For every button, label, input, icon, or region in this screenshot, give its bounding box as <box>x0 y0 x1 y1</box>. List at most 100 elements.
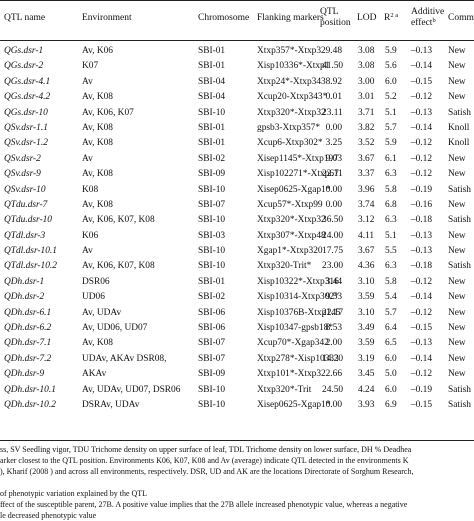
lod-cell: 3.10 <box>358 276 375 287</box>
chromosome-cell: SBI-10 <box>198 399 226 410</box>
table-row: QGs.dsr-2 K07 SBI-01 Xisp10336*-Xtxp1 41.50 3… <box>0 59 474 74</box>
additive-effect-cell: –0.12 <box>410 307 432 318</box>
flanking-markers-cell: Xisep0625-Xgap1* <box>257 399 331 410</box>
qtl-position-cell: 0.01 <box>325 92 342 103</box>
r2-cell: 5.7 <box>385 307 397 318</box>
environment-cell: DSRAv, UDAv <box>82 399 140 410</box>
header-qtl-name: QTL name <box>4 13 46 23</box>
chromosome-cell: SBI-02 <box>198 153 226 164</box>
r2-cell: 5.2 <box>385 92 397 103</box>
r2-cell: 6.9 <box>385 399 397 410</box>
r2-cell: 5.9 <box>385 46 397 56</box>
r2-cell: 5.8 <box>385 184 397 195</box>
lod-cell: 3.82 <box>358 122 375 133</box>
additive-effect-cell: –0.13 <box>410 46 432 56</box>
table-top-rule <box>0 0 474 1</box>
additive-effect-cell: –0.16 <box>410 199 432 210</box>
environment-cell: K07 <box>82 61 99 72</box>
comment-cell: Satish <box>448 107 471 118</box>
comment-cell: New <box>448 199 466 210</box>
additive-effect-cell: –0.15 <box>410 399 432 410</box>
environment-cell: Av <box>82 153 93 164</box>
environment-cell: Av, UDAv <box>82 307 122 318</box>
table-row: QTdu.dsr-7 Av, K08 SBI-07 Xcup57*-Xtxp99 0.0… <box>0 198 474 213</box>
qtl-position-cell: 23.00 <box>322 261 344 272</box>
chromosome-cell: SBI-01 <box>198 61 226 72</box>
footnote-line: le decreased phenotypic value <box>0 511 97 520</box>
flanking-markers-cell: Xisp10347-gpsb18* <box>257 323 334 334</box>
table-row: QSv.dsr-2 Av SBI-02 Xisep1145*-Xtxp197 9.03 3… <box>0 152 474 167</box>
additive-effect-cell: –0.19 <box>410 184 432 195</box>
flanking-markers-cell: Xcup57*-Xtxp99 <box>257 199 323 210</box>
header-qtl-position-line1: QTL <box>320 7 339 17</box>
flanking-markers-cell: Xisep1145*-Xtxp197 <box>257 153 338 164</box>
chromosome-cell: SBI-10 <box>198 384 226 395</box>
table-row: QTdl.dsr-10.1 Av SBI-10 Xgap1*-Xtxp320 17.75… <box>0 244 474 259</box>
qtl-position-cell: 2.00 <box>325 338 342 349</box>
comment-cell: New <box>448 153 466 164</box>
qtl-position-cell: 0.00 <box>325 184 342 195</box>
comment-cell: Satish <box>448 384 471 395</box>
table-row: QGs.dsr-10 Av, K06, K07 SBI-10 Xtxp320*-Xtx… <box>0 106 474 121</box>
qtl-position-cell: 0.00 <box>325 399 342 410</box>
table-row: QDh.dsr-10.1 Av, UDAv, UD07, DSR06 SBI-10 X… <box>0 383 474 398</box>
qtl-name-cell: QDh.dsr-10.1 <box>4 384 56 395</box>
table-header-rule <box>0 40 474 41</box>
chromosome-cell: SBI-10 <box>198 246 226 257</box>
chromosome-cell: SBI-01 <box>198 138 226 149</box>
additive-effect-cell: –0.13 <box>410 338 432 349</box>
qtl-name-cell: QTdu.dsr-7 <box>4 199 48 210</box>
header-environment: Environment <box>82 13 132 23</box>
qtl-position-cell: 0.00 <box>325 122 342 133</box>
qtl-position-cell: 24.50 <box>322 384 344 395</box>
footnote-line: ), Kharif (2008 ) and across all environ… <box>0 467 414 476</box>
header-comment: Comm <box>448 13 474 23</box>
lod-cell: 3.49 <box>358 323 375 334</box>
environment-cell: Av <box>82 76 93 87</box>
table-row: QSv.dsr-1.1 Av, K08 SBI-01 gpsb3-Xtxp357* 0.… <box>0 121 474 136</box>
comment-cell: Satish <box>448 184 471 195</box>
additive-effect-cell: –0.12 <box>410 369 432 380</box>
comment-cell: Satish <box>448 261 471 272</box>
qtl-name-cell: QGs.dsr-2 <box>4 61 44 72</box>
comment-cell: New <box>448 353 466 364</box>
comment-cell: New <box>448 323 466 334</box>
qtl-name-cell: QDh.dsr-2 <box>4 292 45 303</box>
qtl-name-cell: QTdl.dsr-10.1 <box>4 246 57 257</box>
qtl-position-cell: 8.92 <box>325 76 342 87</box>
additive-effect-cell: –0.14 <box>410 353 432 364</box>
environment-cell: Av, K06, K07, K08 <box>82 215 155 226</box>
table-row: QDh.dsr-1 DSR06 SBI-01 Xisp10322*-Xtxp316 3.… <box>0 275 474 290</box>
header-chromosome: Chromosome <box>198 13 250 23</box>
table-body: QGs.dsr-1 Av, K06 SBI-01 Xtxp357*-Xtxp32 9.4… <box>0 44 474 413</box>
r2-cell: 6.3 <box>385 215 397 226</box>
comment-cell: New <box>448 292 466 303</box>
qtl-position-cell: 24.00 <box>322 230 344 241</box>
qtl-name-cell: QDh.dsr-9 <box>4 369 45 380</box>
comment-cell: New <box>448 92 466 103</box>
flanking-markers-cell: Xisp10336*-Xtxp1 <box>257 61 330 72</box>
header-additive-superscript: b <box>432 17 436 24</box>
environment-cell: Av, K08 <box>82 338 113 349</box>
header-additive-label: effect <box>411 18 433 28</box>
chromosome-cell: SBI-01 <box>198 46 226 56</box>
r2-cell: 6.5 <box>385 338 397 349</box>
table-row: QDh.dsr-7.1 Av, K08 SBI-07 Xcup70*-Xgap342 2… <box>0 336 474 351</box>
qtl-position-cell: 41.50 <box>322 61 344 72</box>
header-r2-label: R <box>384 13 391 23</box>
chromosome-cell: SBI-02 <box>198 292 226 303</box>
r2-cell: 5.0 <box>385 369 397 380</box>
flanking-markers-cell: Xcup20-Xtxp343* <box>257 92 328 103</box>
flanking-markers-cell: Xtxp278*-Xisp10333 <box>257 353 339 364</box>
qtl-position-cell: 9.48 <box>325 46 342 56</box>
r2-cell: 5.8 <box>385 276 397 287</box>
environment-cell: AKAv <box>82 369 107 380</box>
flanking-markers-cell: Xisp10376B-Xtxp145 <box>257 307 341 318</box>
comment-cell: New <box>448 369 466 380</box>
lod-cell: 3.08 <box>358 61 375 72</box>
header-r2-superscript: 2 a <box>390 12 399 19</box>
qtl-position-cell: 2.66 <box>325 369 342 380</box>
chromosome-cell: SBI-06 <box>198 323 226 334</box>
table-row: QTdl.dsr-3 K06 SBI-03 Xtxp307*-Xtxp48 24.00 4… <box>0 229 474 244</box>
comment-cell: New <box>448 61 466 72</box>
